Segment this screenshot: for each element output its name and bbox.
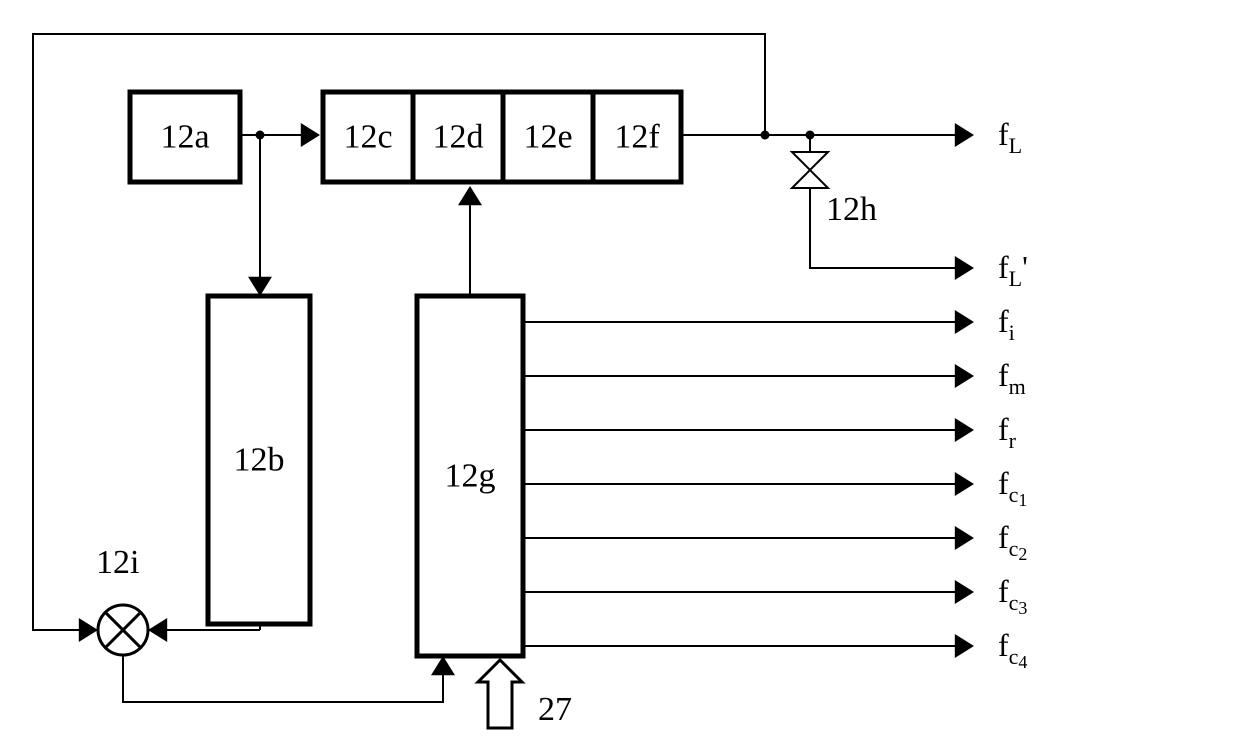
output-label-0: fL (998, 116, 1022, 158)
block-label-12e: 12e (523, 119, 572, 156)
output-label-6: fc2 (998, 519, 1027, 564)
block-label-12b: 12b (234, 442, 285, 479)
label-12h: 12h (826, 191, 877, 228)
block-label-12g: 12g (445, 458, 496, 495)
output-label-1: fL' (998, 249, 1028, 291)
label-12i: 12i (96, 544, 139, 581)
block-label-12c: 12c (343, 119, 392, 156)
output-label-2: fi (998, 303, 1015, 345)
output-label-7: fc3 (998, 573, 1027, 618)
output-label-8: fc4 (998, 627, 1027, 672)
hollow-arrow-27 (478, 660, 522, 728)
block-label-12f: 12f (614, 119, 660, 156)
block-label-12a: 12a (160, 119, 209, 156)
output-label-4: fr (998, 411, 1017, 453)
label-27: 27 (538, 691, 572, 728)
output-label-5: fc1 (998, 465, 1027, 510)
output-label-3: fm (998, 357, 1026, 399)
block-label-12d: 12d (433, 119, 484, 156)
